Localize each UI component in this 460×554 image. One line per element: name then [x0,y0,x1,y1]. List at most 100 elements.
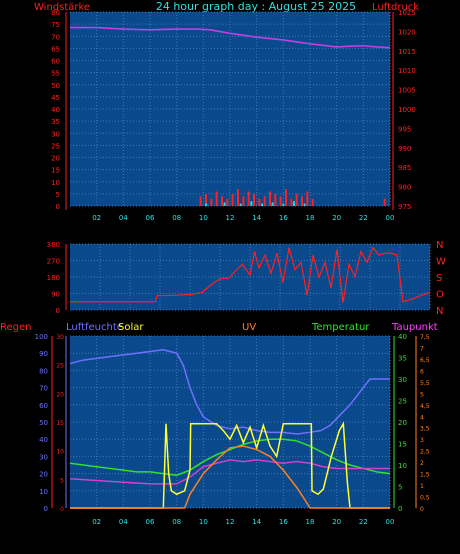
taupunkt-tick-label: 7,5 [420,334,430,341]
regen-tick-label: 80 [39,367,48,375]
temperatur-tick-label: 5 [398,484,402,492]
wind-bar [261,203,263,206]
solar-label: Solar [118,322,144,333]
wind-bar [282,203,285,206]
wind-bar [239,203,242,206]
left-tick-label: 45 [51,94,60,102]
x-tick-label: 16 [279,214,288,222]
wind-bar [274,193,277,206]
regen-label: Regen [0,322,32,333]
temperatur-tick-label: 0 [398,505,402,513]
temperatur-tick-label: 25 [398,398,407,406]
x-tick-label: 08 [172,214,181,222]
luftfeuchte-tick-label: 10 [56,449,64,456]
direction-tick-label: 360 [47,241,60,249]
luftfeuchte-tick-label: 30 [56,334,64,341]
left-tick-label: 10 [51,179,60,187]
right-tick-label: 975 [398,203,411,211]
wind-bar [205,203,207,206]
taupunkt-tick-label: 1,5 [420,472,430,479]
x-tick-label: 16 [279,518,288,526]
grid-1 [70,11,391,207]
wind-bar [231,193,234,206]
direction-tick-label: 180 [47,274,60,282]
right-tick-label: 1020 [398,28,416,36]
compass-label: N [436,306,443,317]
left-tick-label: 5 [56,191,60,199]
wind-bar [295,193,298,206]
wind-bar [271,202,274,206]
luftdruck-label: Luftdruck [372,2,419,13]
x-tick-label: 22 [359,518,368,526]
wind-bar [221,196,223,206]
left-tick-label: 80 [51,9,60,17]
regen-tick-label: 60 [39,402,48,410]
taupunkt-tick-label: 7 [420,345,424,352]
taupunkt-tick-label: 0 [420,506,424,513]
compass-label: S [436,273,442,284]
wind-bar [311,198,314,206]
series-2 [70,246,431,303]
compass-label: W [436,257,446,268]
left-tick-label: 60 [51,58,60,66]
left-axis-1: 0 5 10 15 20 25 30 35 40 45 50 55 60 65 70 75 80 [51,9,67,211]
luftfeuchte-line [69,348,390,435]
wind-bar [205,193,207,206]
axes-3: 0102030405060708090100051015202530051015… [35,333,430,513]
regen-tick-label: 70 [39,385,48,393]
right-tick-label: 1015 [398,48,416,56]
taupunkt-tick-label: 3 [420,437,424,444]
left-tick-label: 75 [51,21,60,29]
x-tick-label: 22 [359,214,368,222]
right-tick-label: 980 [398,184,411,192]
regen-tick-label: 20 [39,471,48,479]
right-axis-1: 975 980 985 990 995 1000 1005 1010 1015 1020 1025 [392,9,416,211]
left-tick-label: 35 [51,118,60,126]
wind-bar [210,198,213,206]
x-tick-label: 06 [146,518,155,526]
temperatur-tick-label: 15 [398,441,407,449]
left-axis-2: 0 90 180 270 360 [47,241,67,315]
series-3 [69,348,391,509]
right-tick-label: 1000 [398,106,416,114]
left-tick-label: 0 [56,203,60,211]
compass-label: N [436,240,443,251]
wind-bar [293,201,295,206]
wind-bar [242,196,245,206]
regen-tick-label: 40 [39,436,48,444]
left-tick-label: 65 [51,45,60,53]
regen-tick-label: 90 [39,350,48,358]
taupunkt-tick-label: 3,5 [420,426,430,433]
x-tick-label: 00 [386,214,395,222]
regen-tick-label: 100 [35,333,48,341]
x-tick-label: 20 [332,214,341,222]
luftfeuchte-tick-label: 20 [56,391,64,398]
regen-tick-label: 30 [39,453,48,461]
left-tick-label: 70 [51,33,60,41]
left-tick-label: 55 [51,70,60,78]
wind-bar [279,196,282,206]
wind-bar [383,198,386,206]
x-axis-1: 02 04 06 08 10 12 14 16 18 20 22 00 [92,214,394,222]
left-tick-label: 30 [51,130,60,138]
x-tick-label: 10 [199,518,208,526]
x-tick-label: 20 [332,518,341,526]
solar-line [70,421,390,509]
x-tick-label: 12 [226,518,235,526]
regen-tick-label: 50 [39,419,48,427]
luftfeuchte-tick-label: 15 [56,420,64,427]
temperatur-tick-label: 40 [398,333,407,341]
wind-bar [253,193,255,206]
right-tick-label: 990 [398,145,411,153]
regen-tick-label: 10 [39,488,48,496]
x-tick-label: 12 [226,214,235,222]
direction-tick-label: 90 [51,291,60,299]
taupunkt-tick-label: 1 [420,483,424,490]
direction-tick-label: 270 [47,258,60,266]
left-tick-label: 40 [51,106,60,114]
taupunkt-tick-label: 4 [420,414,424,421]
windstaerke-label: Windstärke [34,2,90,13]
temperatur-line [69,438,391,477]
wind-pressure-panel: Windstärke Luftdruck 0510152025303540455… [34,2,419,222]
